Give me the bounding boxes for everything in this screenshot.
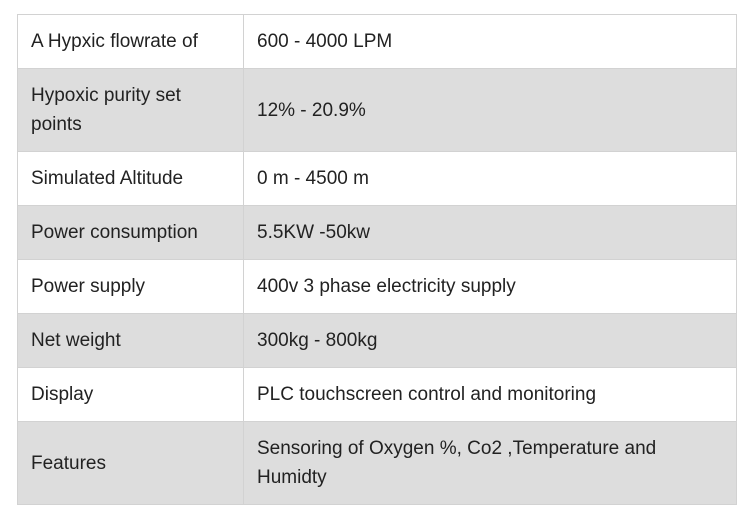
spec-label: Power supply [17,259,244,314]
table-row: Power consumption 5.5KW -50kw [17,205,737,260]
table-row: Power supply 400v 3 phase electricity su… [17,259,737,314]
spec-label: Hypoxic purity set points [17,68,244,152]
spec-label: Power consumption [17,205,244,260]
spec-table: A Hypxic flowrate of 600 - 4000 LPM Hypo… [17,14,737,505]
spec-value: 400v 3 phase electricity supply [243,259,737,314]
spec-value: 600 - 4000 LPM [243,14,737,69]
spec-value: 0 m - 4500 m [243,151,737,206]
spec-label: Simulated Altitude [17,151,244,206]
table-row: Net weight 300kg - 800kg [17,313,737,368]
spec-label: Features [17,421,244,505]
spec-value: 5.5KW -50kw [243,205,737,260]
spec-value: PLC touchscreen control and monitoring [243,367,737,422]
spec-label: A Hypxic flowrate of [17,14,244,69]
spec-value: 300kg - 800kg [243,313,737,368]
spec-label: Display [17,367,244,422]
spec-value: Sensoring of Oxygen %, Co2 ,Temperature … [243,421,737,505]
table-row: A Hypxic flowrate of 600 - 4000 LPM [17,14,737,69]
table-row: Hypoxic purity set points 12% - 20.9% [17,68,737,152]
spec-label: Net weight [17,313,244,368]
table-row: Display PLC touchscreen control and moni… [17,367,737,422]
spec-value: 12% - 20.9% [243,68,737,152]
table-row: Simulated Altitude 0 m - 4500 m [17,151,737,206]
table-row: Features Sensoring of Oxygen %, Co2 ,Tem… [17,421,737,505]
